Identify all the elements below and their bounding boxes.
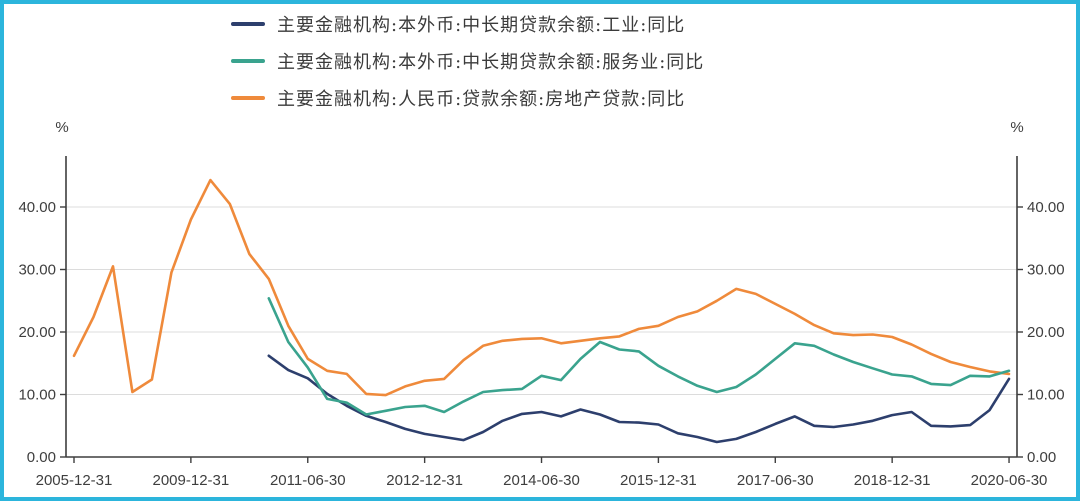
y-tick-label-left: 10.00 xyxy=(18,387,56,404)
y-tick-label-right: 40.00 xyxy=(1027,199,1065,216)
legend-swatch-services-mlt-loans xyxy=(231,59,265,63)
x-tick-label: 2014-06-30 xyxy=(503,472,580,489)
x-tick-label: 2020-06-30 xyxy=(971,472,1048,489)
x-tick-label: 2009-12-31 xyxy=(153,472,230,489)
legend-swatch-real-estate-loans xyxy=(231,96,265,100)
series-line-services-mlt-loans xyxy=(267,296,1011,416)
legend-item-industrial-mlt-loans: 主要金融机构:本外币:中长期贷款余额:工业:同比 xyxy=(231,12,704,36)
y-tick-label-right: 10.00 xyxy=(1027,387,1065,404)
y-axis-unit-right: % xyxy=(1010,119,1023,136)
y-tick-label-right: 20.00 xyxy=(1027,324,1065,341)
y-tick-label-left: 40.00 xyxy=(18,199,56,216)
y-axis-unit-left: % xyxy=(55,119,68,136)
y-tick-label-right: 0.00 xyxy=(1027,449,1056,466)
x-tick-label: 2015-12-31 xyxy=(620,472,697,489)
x-tick-label: 2018-12-31 xyxy=(854,472,931,489)
legend-item-real-estate-loans: 主要金融机构:人民币:贷款余额:房地产贷款:同比 xyxy=(231,86,704,110)
y-tick-label-left: 20.00 xyxy=(18,324,56,341)
legend-label: 主要金融机构:本外币:中长期贷款余额:服务业:同比 xyxy=(277,52,705,73)
y-tick-label-right: 30.00 xyxy=(1027,262,1065,279)
series-line-real-estate-loans xyxy=(72,178,1011,397)
x-tick-label: 2005-12-31 xyxy=(36,472,113,489)
line-chart: 0.00 0.00 10.00 10.00 20.00 20.00 30.00 30.00 40… xyxy=(18,119,1065,489)
x-tick-label: 2011-06-30 xyxy=(270,472,346,489)
x-tick-label: 2012-12-31 xyxy=(386,472,463,489)
legend-label: 主要金融机构:本外币:中长期贷款余额:工业:同比 xyxy=(277,15,686,36)
legend-item-services-mlt-loans: 主要金融机构:本外币:中长期贷款余额:服务业:同比 xyxy=(231,49,704,73)
chart-legend: 主要金融机构:本外币:中长期贷款余额:工业:同比 主要金融机构:本外币:中长期贷款… xyxy=(231,12,704,110)
y-tick-label-left: 30.00 xyxy=(18,262,56,279)
x-tick-label: 2017-06-30 xyxy=(737,472,814,489)
y-tick-label-left: 0.00 xyxy=(27,449,56,466)
series-line-industrial-mlt-loans xyxy=(267,354,1011,444)
legend-swatch-industrial-mlt-loans xyxy=(231,22,265,26)
legend-label: 主要金融机构:人民币:贷款余额:房地产贷款:同比 xyxy=(277,89,686,110)
